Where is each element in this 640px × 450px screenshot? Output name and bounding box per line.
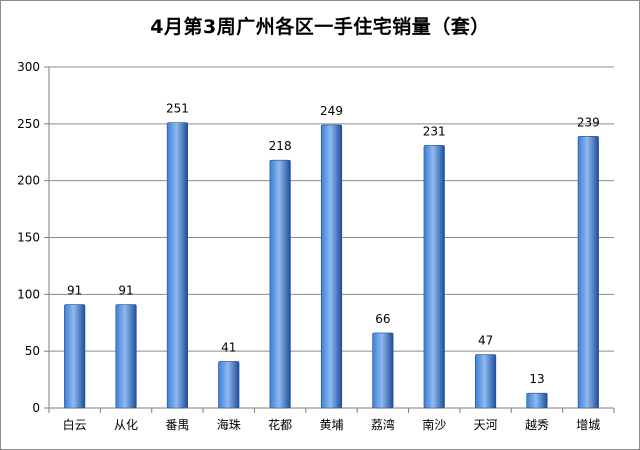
data-label: 91 xyxy=(67,284,82,298)
data-label: 218 xyxy=(269,139,292,153)
bar-3 xyxy=(166,122,188,409)
x-category-label: 天河 xyxy=(474,418,498,432)
data-label: 249 xyxy=(320,104,343,118)
y-tick-label: 250 xyxy=(17,117,40,131)
bar-6 xyxy=(320,124,343,409)
x-category-label: 增城 xyxy=(576,418,600,432)
x-category-label: 荔湾 xyxy=(371,417,395,432)
y-tick-label: 150 xyxy=(17,231,40,245)
data-label: 66 xyxy=(375,312,390,326)
bar-10 xyxy=(526,392,548,409)
data-label: 239 xyxy=(577,115,600,129)
labels: 0 50 100 150 200 250 300 91 白云 91 从化 251 番禺 41 海珠 218 花都… xyxy=(17,60,600,432)
x-category-label: 花都 xyxy=(268,417,292,432)
data-label: 231 xyxy=(423,124,446,138)
data-label: 91 xyxy=(118,284,133,298)
x-category-label: 海珠 xyxy=(217,417,241,432)
bar-11 xyxy=(577,136,599,409)
bar-5 xyxy=(269,159,291,409)
x-category-label: 黄埔 xyxy=(319,418,343,432)
chart-title: 4月第3周广州各区一手住宅销量（套） xyxy=(150,16,490,38)
y-tick-label: 50 xyxy=(25,344,40,358)
y-tick-label: 0 xyxy=(32,401,40,415)
data-label: 13 xyxy=(529,372,544,386)
y-tick-label: 300 xyxy=(17,60,40,74)
x-category-label: 从化 xyxy=(114,418,138,432)
bar-9 xyxy=(475,354,497,409)
bar-7 xyxy=(372,332,394,409)
bar-2 xyxy=(115,304,137,409)
y-tick-label: 100 xyxy=(17,287,40,301)
data-label: 47 xyxy=(478,334,493,348)
x-category-label: 南沙 xyxy=(422,417,446,432)
bar-1 xyxy=(64,304,86,409)
data-label: 41 xyxy=(221,340,236,354)
bars xyxy=(64,122,599,409)
x-category-label: 越秀 xyxy=(525,418,549,432)
data-label: 251 xyxy=(166,102,189,116)
x-category-label: 番禺 xyxy=(165,418,189,432)
bar-4 xyxy=(218,361,240,409)
y-tick-label: 200 xyxy=(17,174,40,188)
bar-8 xyxy=(423,145,445,409)
x-category-label: 白云 xyxy=(63,417,87,432)
